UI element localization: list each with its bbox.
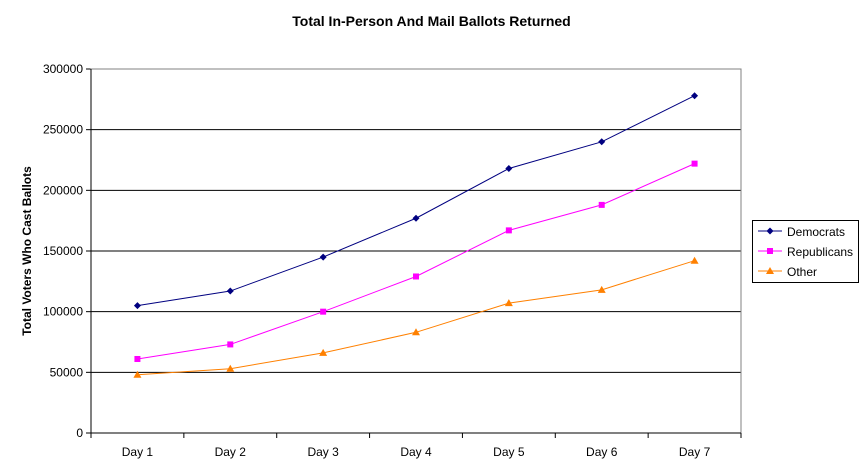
x-tick-label: Day 5 <box>493 445 525 459</box>
data-point-republicans <box>691 160 698 167</box>
x-tick-label: Day 1 <box>122 445 154 459</box>
x-tick-label: Day 3 <box>307 445 339 459</box>
data-point-democrats <box>226 287 234 295</box>
data-point-other <box>597 285 606 293</box>
data-point-republicans <box>134 355 141 362</box>
data-point-democrats <box>412 214 420 222</box>
data-point-republicans <box>320 308 327 315</box>
data-point-other <box>226 364 235 372</box>
legend-label-democrats: Democrats <box>787 225 846 239</box>
legend-swatch-democrats <box>758 227 782 235</box>
legend-label-other: Other <box>787 265 818 279</box>
legend-item-republicans: Republicans <box>753 243 858 261</box>
x-tick-label: Day 7 <box>679 445 711 459</box>
data-point-other <box>504 299 513 307</box>
data-point-democrats <box>319 253 327 261</box>
data-point-other <box>133 370 142 378</box>
y-tick-label: 50000 <box>50 365 84 379</box>
x-tick-label: Day 6 <box>586 445 618 459</box>
x-tick-label: Day 2 <box>215 445 247 459</box>
y-tick-label: 250000 <box>43 123 83 137</box>
y-tick-label: 150000 <box>43 244 83 258</box>
data-point-other <box>412 328 420 336</box>
y-tick-label: 300000 <box>43 62 83 76</box>
y-tick-label: 100000 <box>43 305 83 319</box>
data-point-democrats <box>505 164 513 172</box>
chart-title: Total In-Person And Mail Ballots Returne… <box>292 13 571 29</box>
x-tick-label: Day 4 <box>400 445 432 459</box>
data-point-republicans <box>598 201 605 208</box>
data-point-republicans <box>227 341 234 348</box>
data-point-democrats <box>133 302 141 310</box>
legend-marker <box>766 227 774 235</box>
data-point-democrats <box>598 138 606 146</box>
y-tick-label: 0 <box>76 426 83 440</box>
legend-marker <box>767 248 773 254</box>
data-point-republicans <box>505 227 512 234</box>
y-tick-label: 200000 <box>43 183 83 197</box>
legend-swatch-other <box>758 267 782 274</box>
data-point-other <box>319 348 328 356</box>
legend-item-democrats: Democrats <box>753 223 858 241</box>
legend-label-republicans: Republicans <box>787 245 854 259</box>
data-point-democrats <box>691 92 699 100</box>
legend: Democrats Republicans Other <box>752 220 859 283</box>
data-point-republicans <box>413 273 419 280</box>
legend-marker <box>766 267 774 274</box>
legend-swatch-republicans <box>758 248 782 254</box>
data-point-other <box>690 256 699 264</box>
legend-item-other: Other <box>753 263 858 281</box>
